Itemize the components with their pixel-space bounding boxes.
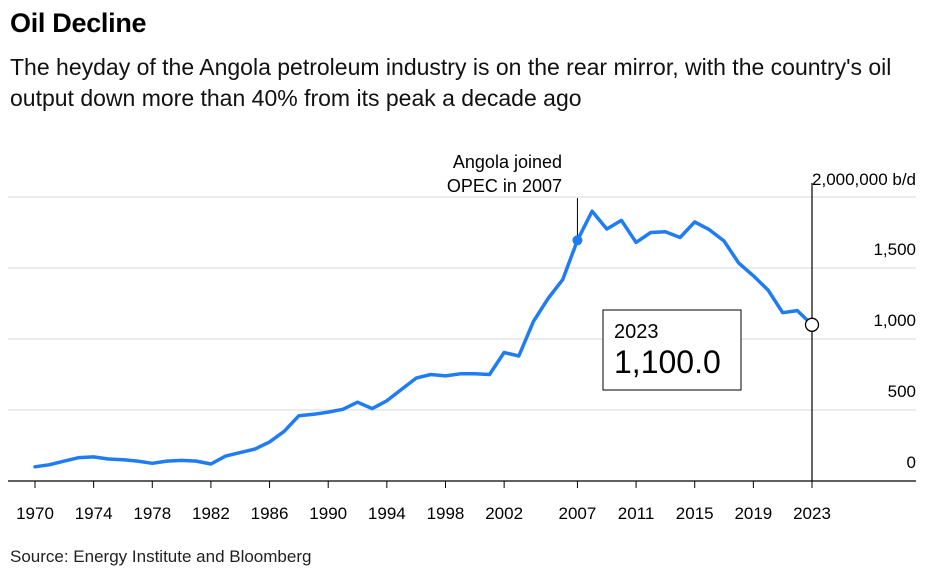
x-tick-label: 2015 [676,504,714,523]
annotation-point [572,235,583,246]
annotation-text-line: OPEC in 2007 [447,176,562,196]
x-tick-label: 1978 [133,504,171,523]
opec-annotation: Angola joined OPEC in 2007 [447,152,583,246]
x-tick-label: 1974 [75,504,113,523]
chart-subtitle: The heyday of the Angola petroleum indus… [10,54,892,111]
x-tick-label: 2002 [485,504,523,523]
x-tick-label: 2023 [793,504,831,523]
callout-year-label: 2023 [614,321,659,343]
callout-value-label: 1,100.0 [614,344,721,380]
x-tick-label: 1970 [16,504,54,523]
x-tick-label: 1986 [251,504,289,523]
value-callout: 2023 1,100.0 [602,309,742,391]
y-tick-label: 0 [907,453,916,472]
callout-box [602,309,742,391]
y-tick-label: 500 [888,382,916,401]
series-line [33,209,814,469]
series-layer [33,209,820,469]
x-tick-label: 1998 [427,504,465,523]
x-tick-label: 2007 [559,504,597,523]
y-tick-label: 2,000,000 b/d [812,170,916,189]
x-tick-label: 2011 [618,504,655,523]
source-note: Source: Energy Institute and Bloomberg [10,547,312,566]
y-tick-label: 1,000 [873,311,916,330]
endpoint-2023-marker [804,317,820,332]
x-tick-label: 1994 [368,504,406,523]
chart-title: Oil Decline [10,8,147,38]
x-tick-label: 2019 [734,504,772,523]
x-tick-label: 1990 [309,504,347,523]
grid-lines [8,196,916,411]
y-axis-labels: 0 500 1,000 1,500 2,000,000 b/d [812,170,916,472]
y-tick-label: 1,500 [873,240,916,259]
x-axis: 1970 1974 1978 1982 1986 1990 1994 1998 2002 2007… [8,480,916,523]
x-tick-label: 1982 [192,504,230,523]
annotation-text-line: Angola joined [453,152,562,172]
